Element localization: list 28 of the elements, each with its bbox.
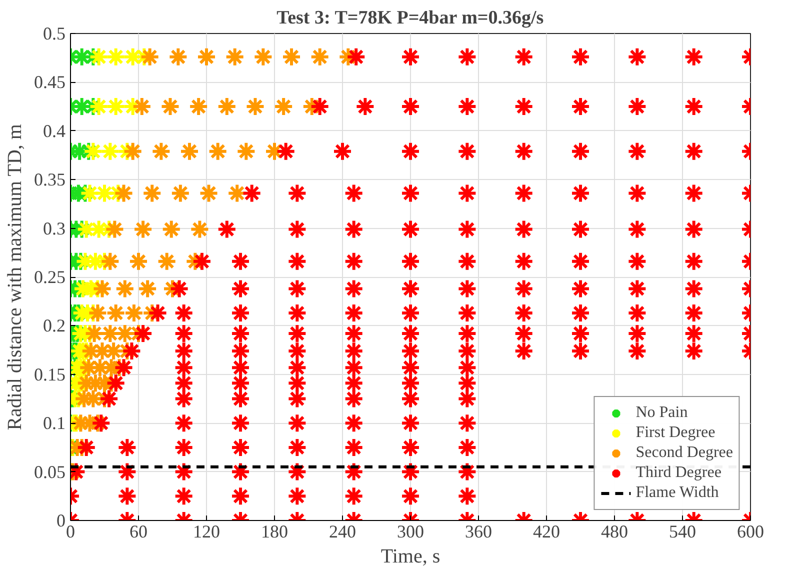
x-tick-label: 480 (601, 522, 628, 542)
x-tick-label: 360 (465, 522, 492, 542)
legend-label: Third Degree (636, 464, 722, 482)
x-tick-label: 60 (130, 522, 148, 542)
chart-title: Test 3: T=78K P=4bar m=0.36g/s (276, 8, 544, 28)
x-tick-label: 180 (261, 522, 288, 542)
y-tick-label: 0.15 (34, 364, 66, 384)
y-tick-label: 0.1 (43, 413, 66, 434)
x-tick-label: 600 (737, 522, 764, 542)
x-tick-label: 240 (329, 522, 356, 542)
y-tick-label: 0.35 (34, 170, 66, 190)
y-tick-label: 0.45 (34, 72, 66, 92)
x-tick-label: 300 (397, 522, 424, 542)
legend-label: No Pain (636, 404, 688, 422)
legend-label: First Degree (636, 424, 716, 442)
x-axis-title: Time, s (380, 546, 440, 568)
y-tick-label: 0.3 (43, 218, 66, 238)
legend-label: Second Degree (636, 444, 733, 462)
y-tick-label: 0.25 (34, 267, 66, 287)
y-tick-label: 0.5 (43, 24, 66, 44)
y-axis-title: Radial distance with maximum TD, m (4, 124, 26, 430)
x-tick-label: 540 (669, 522, 696, 542)
x-tick-label: 120 (193, 522, 220, 542)
legend-label: Flame Width (636, 484, 719, 502)
y-tick-label: 0.4 (43, 120, 66, 141)
x-tick-label: 420 (533, 522, 560, 542)
y-tick-label: 0.05 (34, 462, 66, 482)
y-tick-label: 0.2 (43, 316, 66, 336)
